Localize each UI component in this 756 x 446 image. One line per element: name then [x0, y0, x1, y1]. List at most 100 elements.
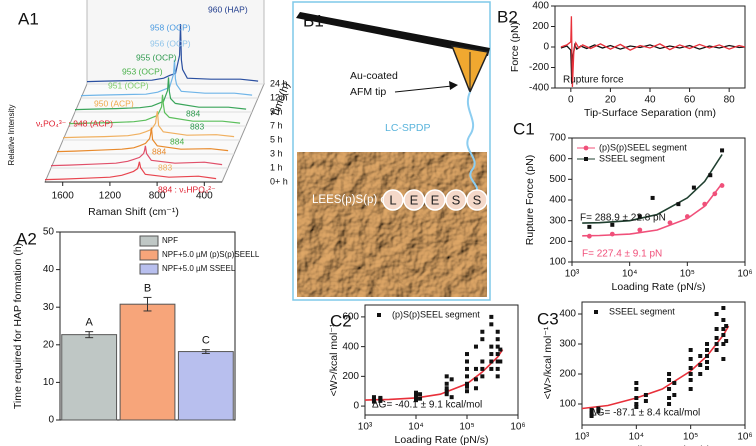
- y-tick-label: 40: [43, 264, 55, 275]
- x-tick-label: 10⁶: [510, 422, 525, 433]
- point: [634, 405, 639, 409]
- point: [473, 377, 478, 382]
- y-tick-label: 200: [549, 236, 566, 247]
- y-tick-label: -200: [529, 62, 549, 73]
- legend-label: (p)S(p)SEEL segment: [599, 142, 687, 152]
- legend-marker: [584, 157, 588, 161]
- point: [495, 329, 500, 334]
- residue: [403, 189, 425, 211]
- point: [495, 374, 500, 379]
- y-tick-label: 0: [48, 415, 54, 426]
- point: [708, 173, 713, 178]
- point: [465, 359, 469, 364]
- point: [667, 378, 672, 382]
- residue-label: E: [431, 192, 440, 207]
- error-bar: [85, 331, 94, 339]
- point: [449, 395, 454, 400]
- y-tick-label: 20: [43, 339, 55, 350]
- point: [691, 185, 696, 190]
- y-tick-label: 100: [559, 399, 576, 410]
- tip-label: AFM tip: [350, 86, 386, 98]
- point: [698, 363, 703, 367]
- arrow-head: [449, 81, 458, 90]
- bar-label: A: [85, 317, 93, 329]
- point: [714, 327, 719, 331]
- spectrum: [50, 145, 223, 167]
- point: [495, 337, 500, 342]
- annotation: F= 227.4 ± 9.1 pN: [582, 249, 662, 260]
- fit-line: [582, 154, 723, 224]
- time-label: 9 h: [270, 106, 283, 116]
- x-tick-label: 10³: [575, 432, 590, 443]
- legend-label: SSEEL segment: [599, 153, 665, 163]
- point: [371, 397, 376, 402]
- linker: [466, 91, 478, 191]
- point: [634, 387, 639, 391]
- point: [667, 396, 672, 400]
- plot-frame: [364, 304, 519, 416]
- point: [444, 392, 449, 397]
- residue-label: S: [452, 192, 461, 207]
- y-tick-label: 100: [549, 257, 566, 268]
- y-axis-label: Force (pN): [509, 22, 521, 72]
- y-axis-label: <W>/kcal mol⁻¹: [328, 323, 340, 396]
- bar-label: B: [144, 282, 151, 294]
- x-tick-label: 400: [196, 191, 213, 202]
- time-label: 24 h: [270, 78, 288, 88]
- y-tick-label: 30: [43, 302, 55, 313]
- annotation: 953 (OCP): [122, 66, 163, 76]
- legend-swatch: [139, 249, 159, 261]
- residue: [466, 189, 488, 211]
- panel-label: A2: [16, 229, 37, 248]
- legend-marker: [594, 310, 598, 314]
- point: [667, 372, 672, 376]
- floor: [44, 83, 265, 183]
- panel-label: C1: [513, 119, 535, 138]
- legend-marker: [583, 145, 589, 151]
- spectrum: [62, 111, 235, 139]
- residue-label: L: [389, 192, 396, 207]
- linker-label: LC-SPDP: [385, 122, 431, 134]
- point: [489, 352, 494, 357]
- annotation: 883: [190, 121, 204, 131]
- point: [684, 214, 690, 219]
- point: [637, 227, 643, 233]
- point: [465, 384, 469, 389]
- point: [714, 336, 719, 340]
- panel-label: C3: [537, 309, 559, 328]
- point: [495, 359, 500, 364]
- annotation: 956 (OCP): [150, 38, 191, 48]
- annotation: F= 288.9 ± 22.8 pN: [580, 213, 666, 224]
- point: [688, 378, 693, 382]
- annotation: 884: [152, 146, 166, 156]
- plot-frame: [581, 301, 746, 426]
- point: [714, 312, 719, 316]
- y-tick-label: 200: [342, 371, 359, 382]
- legend-label: (p)S(p)SEEL segment: [392, 309, 480, 319]
- point: [480, 374, 485, 379]
- y-tick-label: 400: [342, 341, 359, 352]
- x-tick-label: 10⁵: [459, 422, 474, 433]
- time-label: 7 h: [270, 120, 283, 130]
- point: [444, 386, 449, 391]
- x-axis-label: Loading Rate (pN/s): [612, 281, 706, 293]
- y-tick-label: 200: [559, 369, 576, 380]
- y-tick-label: -400: [529, 83, 549, 94]
- point: [672, 393, 677, 397]
- spectrum: [44, 161, 217, 181]
- point: [720, 148, 725, 153]
- point: [465, 389, 469, 394]
- fit-line: [364, 349, 504, 401]
- point: [643, 399, 648, 403]
- x-axis-label: Raman Shift (cm⁻¹): [88, 206, 179, 218]
- point: [712, 191, 718, 197]
- x-tick-label: 10⁶: [737, 269, 752, 280]
- point: [489, 366, 494, 371]
- time-label: 1 h: [270, 162, 283, 172]
- point: [705, 366, 710, 370]
- point: [414, 390, 418, 395]
- y-axis-label: Rupture Force (pN): [524, 155, 536, 245]
- arrow: [394, 85, 453, 93]
- point: [489, 314, 494, 319]
- line: [560, 16, 746, 88]
